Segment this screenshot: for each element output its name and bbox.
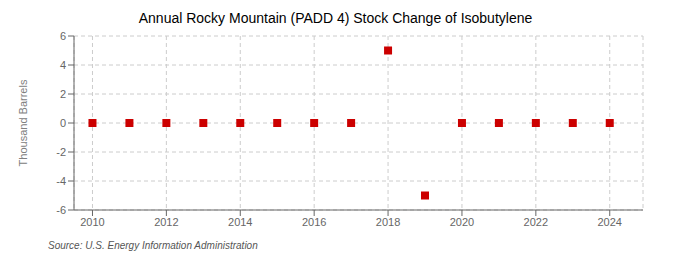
svg-text:Thousand Barrels: Thousand Barrels <box>17 79 29 166</box>
svg-text:-2: -2 <box>56 146 66 158</box>
svg-text:2020: 2020 <box>450 216 474 228</box>
html-text:Source: U.S. Energy Informatio: Source: U.S. Energy Information Administ… <box>48 240 258 251</box>
svg-text:2022: 2022 <box>524 216 548 228</box>
svg-text:4: 4 <box>60 59 66 71</box>
svg-text:2016: 2016 <box>302 216 326 228</box>
svg-text:2024: 2024 <box>598 216 622 228</box>
svg-text:0: 0 <box>60 117 66 129</box>
svg-text:-6: -6 <box>56 204 66 216</box>
svg-text:2: 2 <box>60 88 66 100</box>
svg-text:2018: 2018 <box>376 216 400 228</box>
html-text:Annual Rocky Mountain (PADD 4): Annual Rocky Mountain (PADD 4) Stock Cha… <box>138 10 533 26</box>
svg-text:-4: -4 <box>56 175 66 187</box>
svg-text:2010: 2010 <box>80 216 104 228</box>
svg-text:2012: 2012 <box>154 216 178 228</box>
svg-text:2014: 2014 <box>228 216 252 228</box>
svg-text:6: 6 <box>60 30 66 42</box>
